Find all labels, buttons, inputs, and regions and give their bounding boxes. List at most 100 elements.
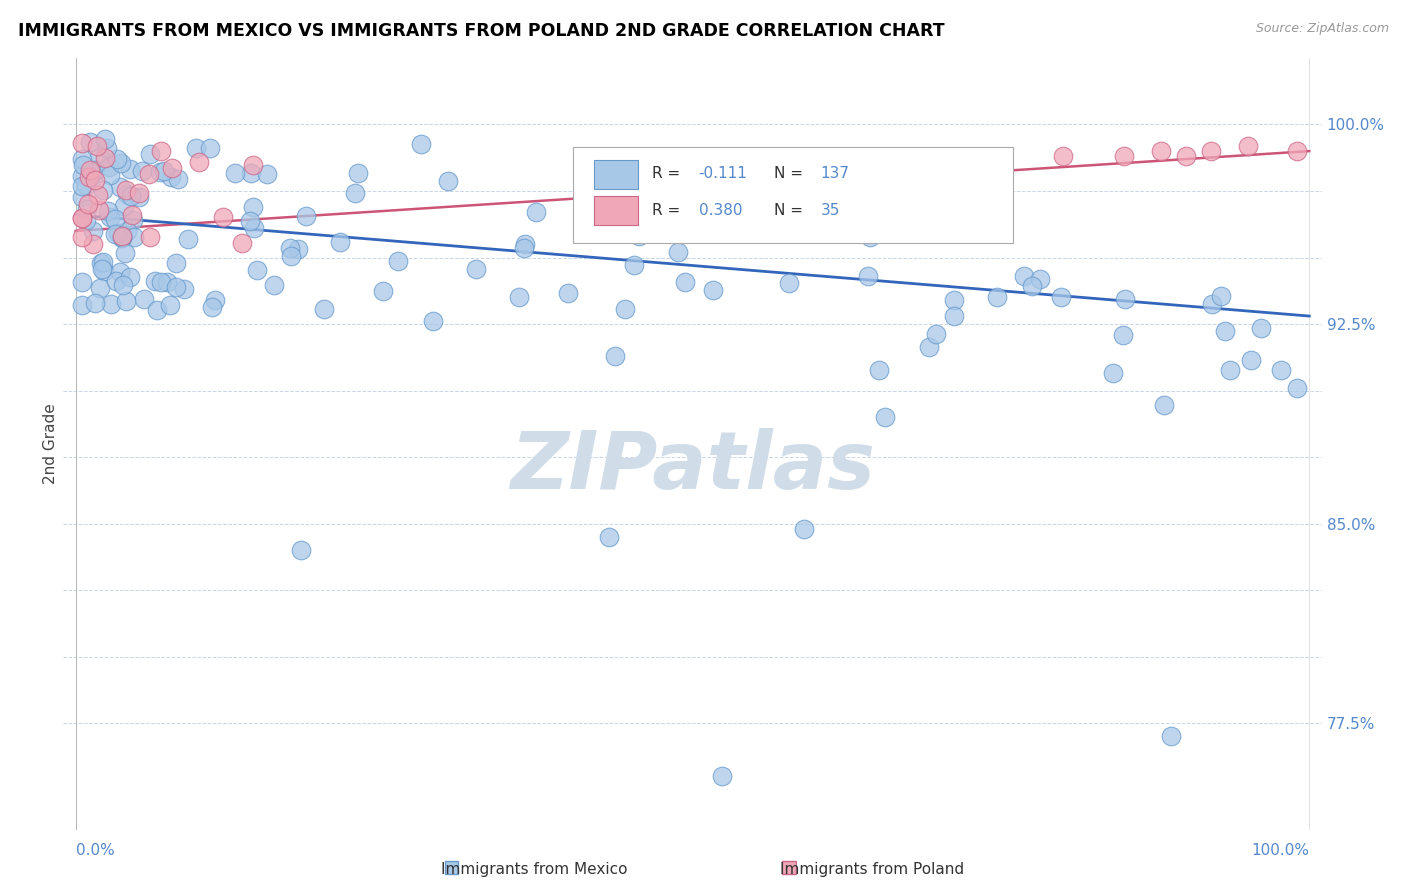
Point xyxy=(868,363,890,377)
Point xyxy=(200,141,222,155)
Point xyxy=(598,530,620,544)
Point xyxy=(97,204,120,219)
Point xyxy=(82,224,104,238)
Text: IMMIGRANTS FROM MEXICO VS IMMIGRANTS FROM POLAND 2ND GRADE CORRELATION CHART: IMMIGRANTS FROM MEXICO VS IMMIGRANTS FRO… xyxy=(18,22,945,40)
Point xyxy=(128,186,150,201)
Point xyxy=(211,211,233,225)
Point xyxy=(156,275,179,289)
Point xyxy=(256,167,278,181)
Point xyxy=(224,166,246,180)
Point xyxy=(104,227,127,242)
Point xyxy=(87,150,110,164)
Point xyxy=(76,197,98,211)
Text: Immigrants from Poland: Immigrants from Poland xyxy=(780,863,963,877)
Point xyxy=(128,190,150,204)
Point xyxy=(75,178,97,192)
Point xyxy=(329,235,352,249)
Point xyxy=(76,202,98,216)
Point xyxy=(1052,149,1074,163)
Point xyxy=(512,241,534,255)
Point xyxy=(86,188,108,202)
Point xyxy=(108,179,131,194)
Point xyxy=(104,211,127,226)
Point xyxy=(70,297,93,311)
Point xyxy=(875,410,897,425)
Point xyxy=(75,213,97,227)
Point xyxy=(1029,272,1052,286)
Point xyxy=(942,293,965,307)
Point xyxy=(1201,297,1223,311)
Point xyxy=(91,255,114,269)
Point xyxy=(508,290,530,304)
Point xyxy=(84,163,107,178)
Point xyxy=(77,170,100,185)
Point xyxy=(856,269,879,284)
Point xyxy=(387,254,409,268)
Point xyxy=(239,214,262,228)
Text: N =: N = xyxy=(775,203,808,219)
Point xyxy=(231,236,253,251)
Point xyxy=(524,205,547,219)
Point xyxy=(513,236,536,251)
Point xyxy=(114,294,136,309)
Point xyxy=(167,172,190,186)
Point xyxy=(1219,363,1241,377)
Text: ZIPatlas: ZIPatlas xyxy=(510,428,875,506)
Point xyxy=(1111,328,1133,343)
Point xyxy=(986,290,1008,304)
Point xyxy=(143,274,166,288)
Point xyxy=(82,166,104,180)
Point xyxy=(121,213,143,227)
FancyBboxPatch shape xyxy=(595,160,638,189)
Point xyxy=(1236,138,1258,153)
Text: -0.111: -0.111 xyxy=(699,166,748,181)
Point xyxy=(242,158,264,172)
Point xyxy=(160,161,183,176)
Point xyxy=(70,275,93,289)
Point xyxy=(159,169,181,184)
Point xyxy=(613,301,636,316)
Point xyxy=(280,249,302,263)
Point xyxy=(347,166,370,180)
Point xyxy=(89,281,111,295)
Point xyxy=(1240,353,1263,368)
Point xyxy=(111,277,134,292)
Point xyxy=(87,202,110,217)
Point xyxy=(120,161,142,176)
Bar xyxy=(782,862,796,874)
Y-axis label: 2nd Grade: 2nd Grade xyxy=(42,403,58,484)
Point xyxy=(70,153,93,167)
Text: 137: 137 xyxy=(821,166,849,181)
Point xyxy=(1050,290,1073,304)
Point xyxy=(121,208,143,222)
Point xyxy=(623,258,645,272)
Point xyxy=(1012,268,1035,283)
Point xyxy=(1285,144,1308,158)
Point xyxy=(866,165,889,179)
Point xyxy=(165,256,187,270)
Point xyxy=(70,179,93,194)
Point xyxy=(557,286,579,301)
Point xyxy=(627,229,650,244)
Point xyxy=(673,275,696,289)
Point xyxy=(280,241,302,255)
Point xyxy=(86,139,108,153)
Text: 0.0%: 0.0% xyxy=(76,843,114,858)
Point xyxy=(132,292,155,306)
Point xyxy=(373,284,395,298)
Point xyxy=(70,190,93,204)
Point xyxy=(242,221,264,235)
Point xyxy=(1213,324,1236,338)
Point xyxy=(94,151,117,165)
Point xyxy=(176,232,198,246)
Point xyxy=(93,264,115,278)
Point xyxy=(124,229,146,244)
Point xyxy=(778,276,800,290)
Point xyxy=(70,211,93,225)
Point xyxy=(436,174,458,188)
Point xyxy=(666,244,689,259)
Point xyxy=(246,263,269,277)
Point xyxy=(98,169,121,183)
Point xyxy=(139,146,162,161)
Point xyxy=(70,136,93,150)
